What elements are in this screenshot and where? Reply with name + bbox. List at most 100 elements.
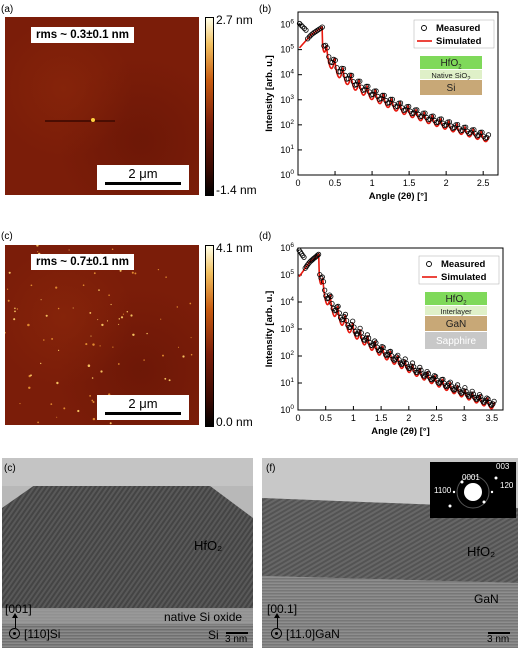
measured-point — [459, 127, 465, 133]
afm-particle — [92, 417, 96, 421]
legend-box — [418, 255, 500, 285]
tem-material-f: HfO₂ — [467, 544, 496, 559]
measured-point — [442, 383, 448, 389]
measured-point — [481, 399, 487, 405]
zone-axis-icon-c — [9, 628, 20, 639]
measured-point — [441, 380, 447, 386]
afm-particle — [165, 276, 167, 278]
legend-measured-label: Measured — [436, 23, 481, 34]
afm-particle — [5, 331, 6, 334]
afm-particle — [37, 421, 39, 424]
measured-point — [444, 384, 450, 390]
measured-point — [342, 311, 349, 318]
y-tick-label: 102 — [280, 119, 294, 130]
tem-dir-in-f: [11.0]GaN — [286, 627, 340, 641]
measured-point — [468, 130, 474, 136]
afm-particle — [16, 308, 19, 310]
afm-particle — [7, 299, 10, 302]
measured-point — [438, 116, 444, 122]
y-tick-exponent: 6 — [290, 19, 294, 26]
afm-particle — [157, 268, 160, 271]
measured-point — [396, 357, 402, 363]
afm-particle — [162, 354, 164, 357]
afm-particle — [120, 316, 124, 319]
afm-particle — [112, 346, 114, 348]
panel-label-c-tem: (c) — [4, 463, 16, 474]
measured-point — [322, 287, 328, 293]
afm-particle — [109, 422, 112, 425]
measured-point — [320, 279, 327, 285]
measured-point — [404, 104, 410, 110]
measured-point — [437, 116, 443, 122]
afm-particle — [164, 377, 167, 380]
measured-point — [453, 122, 459, 128]
measured-point — [300, 24, 306, 30]
y-tick-exponent: 3 — [290, 323, 294, 330]
legend-simulated-label: Simulated — [436, 36, 482, 47]
layer-label: Native SiO2 — [431, 71, 471, 83]
measured-point — [347, 324, 353, 330]
afm-particle — [111, 248, 114, 251]
afm-particle — [40, 299, 42, 301]
layer-label-subscript: 2 — [463, 301, 467, 307]
measured-point — [355, 78, 361, 84]
panel-label-d: (d) — [259, 231, 272, 242]
measured-point — [468, 391, 474, 397]
y-tick-label: 106 — [280, 242, 294, 253]
afm-particle — [176, 306, 178, 308]
y-tick-exponent: 0 — [290, 404, 294, 411]
afm-particle — [143, 359, 145, 361]
afm-particle — [100, 370, 103, 373]
measured-point — [470, 391, 476, 397]
afm-particle — [110, 303, 112, 306]
y-tick-label: 103 — [280, 323, 294, 334]
layer-sapphire — [425, 332, 487, 349]
afm-defect-line — [45, 120, 115, 122]
rms-label-c: rms ~ 0.7±0.1 nm — [31, 254, 134, 270]
measured-point — [491, 398, 497, 404]
x-tick-label: 2.5 — [477, 178, 490, 188]
colorbar-max-c: 4.1 nm — [216, 241, 253, 255]
y-tick-exponent: 0 — [290, 169, 294, 176]
afm-particle — [14, 310, 16, 313]
scale-bar-a: 2 μm — [97, 165, 189, 190]
x-tick-label: 3.5 — [486, 413, 499, 423]
layer-label-subscript: 2 — [458, 65, 462, 71]
measured-point — [457, 389, 463, 395]
colorbar-c — [205, 245, 214, 427]
x-tick-label: 0.5 — [319, 413, 332, 423]
x-tick-label: 0.5 — [329, 178, 342, 188]
afm-particle — [89, 395, 91, 397]
afm-particle — [92, 343, 95, 346]
y-tick-exponent: 2 — [290, 350, 294, 357]
measured-point — [373, 88, 379, 94]
afm-particle — [57, 349, 60, 352]
y-tick-exponent: 4 — [290, 296, 294, 303]
measured-point — [324, 45, 330, 51]
measured-point — [377, 348, 383, 354]
measured-point — [461, 388, 467, 394]
diff-spot-120: 120 — [500, 481, 514, 490]
measured-point — [363, 83, 369, 90]
afm-particle — [189, 302, 192, 305]
measured-point — [335, 303, 341, 310]
measured-point — [435, 119, 441, 125]
measured-point — [326, 54, 332, 60]
panel-label-f: (f) — [266, 463, 276, 474]
afm-particle — [30, 284, 33, 287]
x-tick-label: 1.5 — [403, 178, 416, 188]
y-tick-label: 102 — [280, 350, 294, 361]
diff-spot-003: 003 — [496, 462, 510, 471]
tem-image-f: 003 120 0001 1100 HfO₂ GaN [00.1] [11.0]… — [262, 458, 518, 648]
measured-point — [303, 27, 309, 33]
panel-label-b: (b) — [259, 4, 272, 15]
afm-particle — [8, 271, 11, 274]
measured-point — [358, 84, 365, 90]
legend-measured-marker — [421, 25, 427, 31]
measured-point — [478, 394, 484, 400]
y-tick-exponent: 5 — [290, 44, 294, 51]
legend-simulated-label: Simulated — [441, 272, 487, 283]
layer-label: HfO2 — [445, 294, 467, 307]
measured-point — [418, 367, 424, 373]
